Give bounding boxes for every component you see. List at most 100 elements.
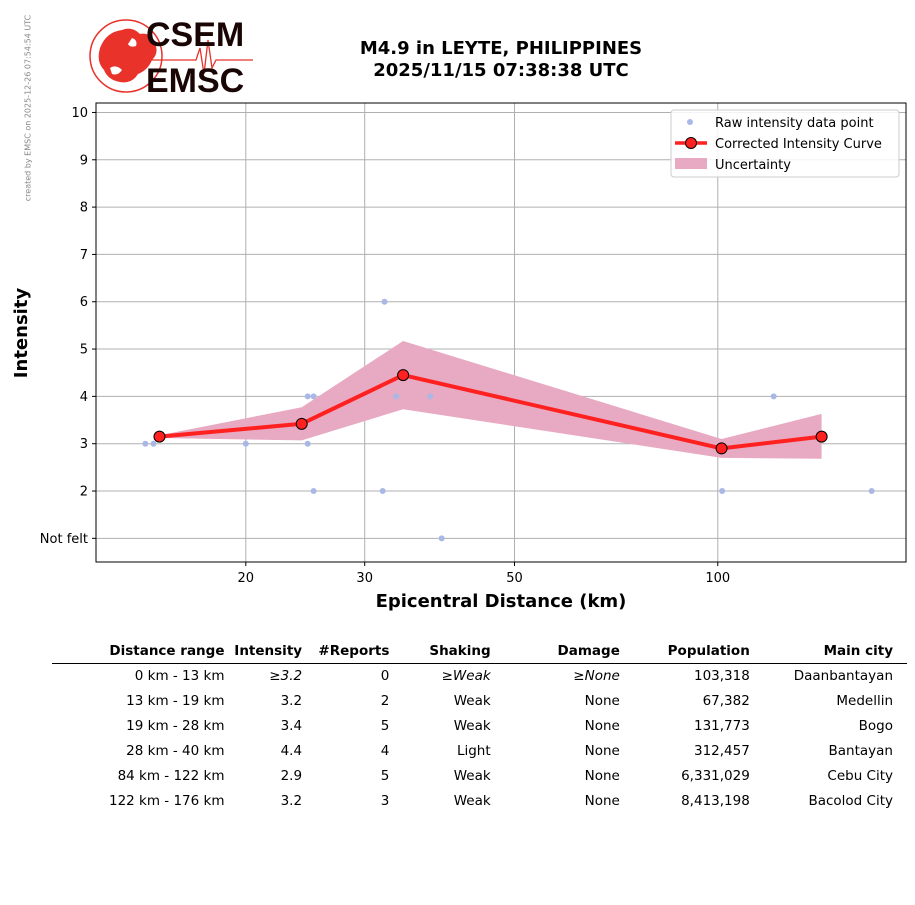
uncertainty-band [159,341,822,459]
cell-city: Medellin [836,693,893,709]
cell-city: Daanbantayan [793,668,893,684]
intensity-summary-table: Distance range Intensity #Reports Shakin… [52,640,907,814]
raw-data-point [438,535,445,542]
raw-data-point [310,488,317,495]
cell-population: 103,318 [693,668,750,684]
y-tick-label: 5 [80,343,88,358]
cell-shaking: Weak [453,693,491,709]
title-datetime: 2025/11/15 07:38:38 UTC [373,60,629,81]
cell-reports: 0 [380,668,390,684]
logo-top-text: CSEM [146,18,244,54]
raw-data-point [381,298,388,305]
plot-frame [95,102,907,563]
cell-reports: 5 [380,718,390,734]
cell-distance: 0 km - 13 km [134,668,225,684]
cell-shaking: Weak [453,793,491,809]
y-tick-label: 4 [80,390,88,405]
header-population: Population [619,640,750,664]
cell-damage: None [584,768,620,784]
raw-data-point [242,440,249,447]
title-event: M4.9 in LEYTE, PHILIPPINES [359,38,643,59]
cell-shaking: Light [456,743,491,759]
header-intensity: Intensity [224,640,303,664]
cell-shaking: Weak [453,718,491,734]
y-tick-label: 7 [80,248,88,263]
legend-curve-marker [685,137,697,149]
raw-data-point [310,393,317,400]
table-row: 28 km - 40 km 4.4 4 Light None 312,457 B… [52,739,907,764]
cell-city: Cebu City [827,768,893,784]
table-header-row: Distance range Intensity #Reports Shakin… [52,640,907,664]
logo-bottom-text: EMSC [146,62,244,98]
curve-layer [153,369,828,455]
cell-damage: None [584,718,620,734]
x-axis-title: Epicentral Distance (km) [376,591,627,612]
x-tick-label: 30 [356,571,373,586]
raw-data-point [304,440,311,447]
raw-data-point [719,488,726,495]
curve-point [815,430,828,443]
raw-data-point [379,488,386,495]
cell-reports: 2 [380,693,390,709]
legend-box [670,109,900,178]
cell-city: Bogo [858,718,893,734]
cell-distance: 122 km - 176 km [108,793,225,809]
raw-data-point [150,440,157,447]
uncertainty-band-layer [159,341,822,459]
cell-reports: 4 [380,743,390,759]
x-tick-label: 100 [705,571,730,586]
y-tick-label: 10 [71,106,88,121]
intensity-chart: Not felt 2 3 4 5 6 7 8 9 10 20 30 50 100 Epicentral D… [11,102,907,612]
cell-reports: 5 [380,768,390,784]
table-row: 0 km - 13 km ≥3.2 0 ≥Weak ≥None 103,318 … [52,664,907,690]
curve-point [295,417,308,430]
cell-shaking: Weak [453,768,491,784]
cell-intensity: 2.9 [280,768,303,784]
header-reports: #Reports [302,640,390,664]
y-tick-label: 8 [80,201,88,216]
x-tick-label: 20 [238,571,255,586]
cell-distance: 28 km - 40 km [126,743,225,759]
cell-city: Bacolod City [808,793,893,809]
globe-seismograph-icon: CSEM EMSC [89,16,253,100]
cell-population: 6,331,029 [681,768,750,784]
cell-distance: 19 km - 28 km [126,718,225,734]
y-tick-label: 2 [80,485,88,500]
legend-curve-label: Corrected Intensity Curve [715,137,882,152]
curve-point [153,430,166,443]
cell-intensity: 3.4 [280,718,303,734]
y-tick-label: 9 [80,153,88,168]
cell-intensity: 3.2 [280,793,303,809]
y-axis-title: Intensity [11,288,32,379]
table-row: 19 km - 28 km 3.4 5 Weak None 131,773 Bo… [52,714,907,739]
cell-distance: 84 km - 122 km [117,768,225,784]
cell-city: Bantayan [828,743,893,759]
cell-damage: None [584,743,620,759]
cell-population: 131,773 [693,718,750,734]
raw-data-point [427,393,434,400]
cell-population: 312,457 [693,743,750,759]
x-tick-label: 50 [506,571,523,586]
curve-point [715,442,728,455]
cell-distance: 13 km - 19 km [126,693,225,709]
legend-uncertainty-swatch [675,158,707,169]
raw-data-point [770,393,777,400]
legend: Raw intensity data point Corrected Inten… [670,109,900,178]
table-row: 84 km - 122 km 2.9 5 Weak None 6,331,029… [52,764,907,789]
cell-population: 8,413,198 [681,793,750,809]
header-distance-range: Distance range [52,640,225,664]
cell-damage: None [584,793,620,809]
tick-layer: Not felt 2 3 4 5 6 7 8 9 10 20 30 50 100 [40,106,730,586]
cell-damage: ≥None [573,668,620,684]
chart-title: M4.9 in LEYTE, PHILIPPINES 2025/11/15 07… [300,38,702,82]
raw-data-point [393,393,400,400]
table-row: 122 km - 176 km 3.2 3 Weak None 8,413,19… [52,789,907,814]
header-main-city: Main city [749,640,907,664]
cell-intensity: 3.2 [280,693,303,709]
cell-population: 67,382 [702,693,750,709]
cell-reports: 3 [380,793,390,809]
cell-intensity: 4.4 [280,743,303,759]
legend-raw-marker [687,119,693,125]
y-tick-label: 3 [80,437,88,452]
legend-raw-label: Raw intensity data point [715,116,874,131]
